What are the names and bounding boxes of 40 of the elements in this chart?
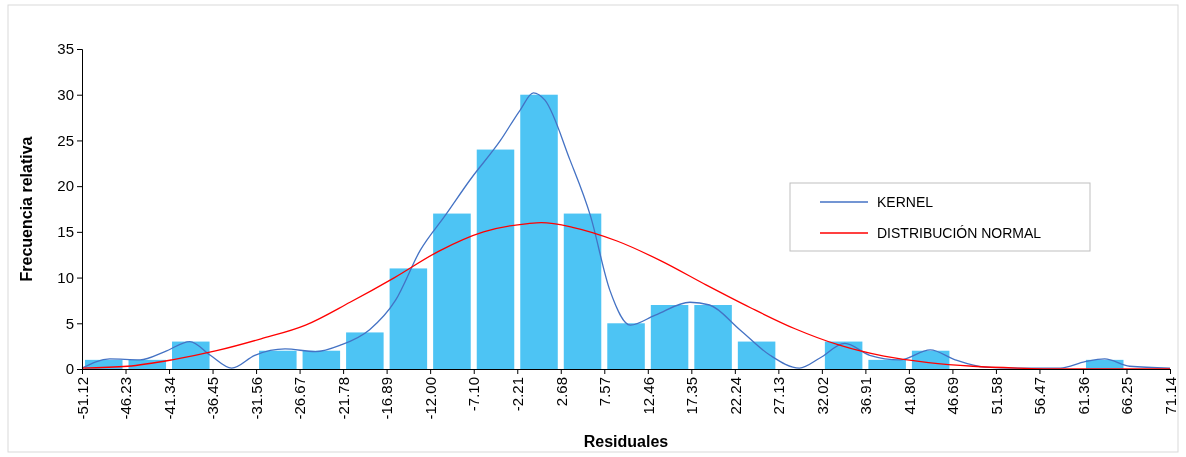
x-tick-label: 46.69: [944, 377, 962, 415]
x-tick-label: 66.25: [1118, 377, 1136, 415]
x-tick-label: 36.91: [857, 377, 875, 415]
y-tick-label: 30: [57, 86, 74, 104]
x-tick-label: -2.21: [509, 377, 526, 412]
x-tick-label: 32.02: [813, 377, 831, 415]
y-axis-title: Frecuencia relativa: [18, 136, 35, 282]
x-tick-label: -21.78: [334, 377, 352, 420]
x-tick-label: -41.34: [160, 377, 178, 420]
x-tick-label: -46.23: [117, 377, 135, 420]
x-tick-label: 71.14: [1161, 377, 1179, 415]
x-tick-label: 27.13: [770, 377, 788, 415]
x-tick-label: 41.80: [900, 377, 918, 415]
y-tick-label: 20: [57, 177, 74, 195]
y-tick-label: 10: [57, 268, 74, 286]
y-tick-label: 0: [65, 360, 74, 378]
y-tick-label: 25: [57, 131, 74, 149]
x-tick-label: 51.58: [987, 377, 1005, 415]
x-tick-label: -26.67: [291, 377, 309, 420]
x-tick-label: -31.56: [247, 377, 265, 420]
x-tick-label: 2.68: [552, 377, 570, 407]
x-axis-title: Residuales: [583, 433, 669, 450]
x-tick-label: 17.35: [683, 377, 701, 415]
legend-label: KERNEL: [877, 193, 934, 210]
line-series: [81, 222, 1171, 370]
legend-label: DISTRIBUCIÓN NORMAL: [877, 224, 1042, 241]
x-tick-label: -16.89: [378, 377, 396, 420]
x-tick-label: 7.57: [596, 377, 614, 407]
x-tick-label: -36.45: [204, 377, 222, 420]
x-tick-label: 56.47: [1031, 377, 1049, 415]
x-tick-label: -12.00: [421, 377, 439, 420]
x-tick-label: -7.10: [465, 377, 483, 412]
y-tick-label: 15: [57, 223, 74, 241]
y-tick-label: 35: [57, 40, 74, 58]
line-series: [81, 92, 1171, 369]
x-tick-label: -51.12: [73, 377, 91, 420]
y-tick-label: 5: [65, 314, 74, 332]
x-tick-label: 22.24: [726, 377, 744, 415]
x-tick-label: 61.36: [1074, 377, 1092, 415]
x-tick-label: 12.46: [639, 377, 657, 415]
